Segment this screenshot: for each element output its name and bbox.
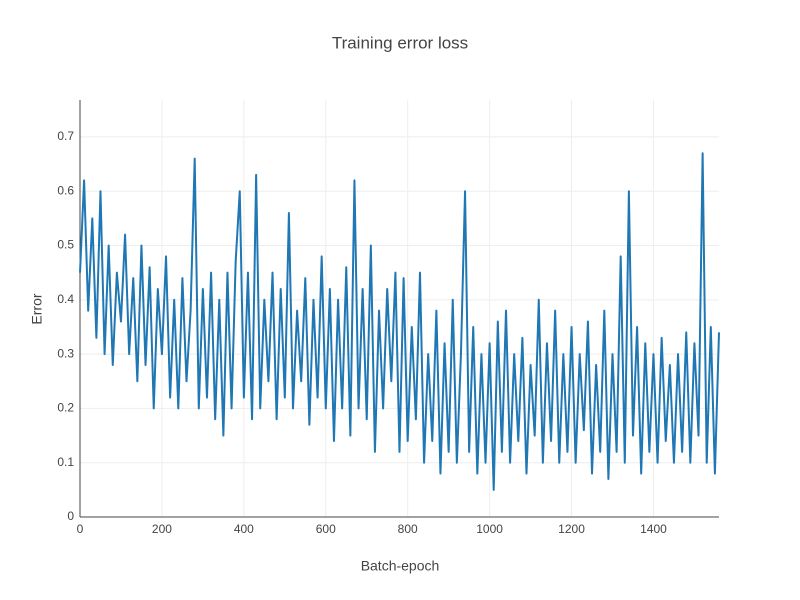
y-tick-label: 0 bbox=[67, 509, 74, 523]
x-tick-label: 400 bbox=[234, 522, 254, 536]
y-tick-label: 0.5 bbox=[57, 238, 74, 252]
y-tick-label: 0.2 bbox=[57, 401, 74, 415]
line-series bbox=[79, 152, 720, 491]
y-axis-title: Error bbox=[29, 293, 45, 324]
y-tick-label: 0.1 bbox=[57, 455, 74, 469]
x-tick-label: 600 bbox=[316, 522, 336, 536]
x-tick-label: 0 bbox=[77, 522, 84, 536]
x-tick-label: 1400 bbox=[640, 522, 667, 536]
chart-title: Training error loss bbox=[332, 33, 468, 52]
x-tick-label: 200 bbox=[152, 522, 172, 536]
x-tick-label: 1000 bbox=[476, 522, 503, 536]
y-tick-label: 0.6 bbox=[57, 183, 74, 197]
x-tick-label: 1200 bbox=[558, 522, 585, 536]
x-tick-label: 800 bbox=[398, 522, 418, 536]
y-tick-label: 0.7 bbox=[57, 129, 74, 143]
y-tick-label: 0.3 bbox=[57, 346, 74, 360]
x-axis-title: Batch-epoch bbox=[361, 558, 440, 574]
y-tick-label: 0.4 bbox=[57, 292, 74, 306]
